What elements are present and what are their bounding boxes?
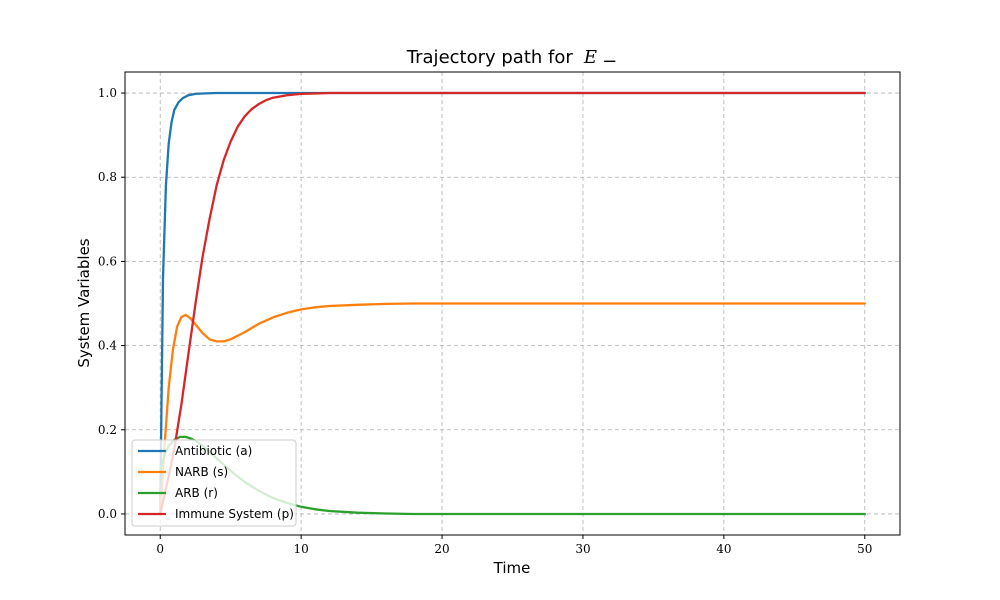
x-axis-label: Time [493,559,531,577]
legend-label-immune-system-p: Immune System (p) [175,507,294,521]
legend-label-antibiotic-a: Antibiotic (a) [175,444,252,458]
x-tick-label: 40 [716,542,731,556]
x-tick-label: 20 [434,542,449,556]
chart-title-math-subscript: − [602,51,617,72]
y-axis-ticks: 0.0 0.2 0.4 0.6 0.8 1.0 [98,86,125,521]
legend: Antibiotic (a) NARB (s) ARB (r) Immune Syst… [131,439,297,527]
x-axis-ticks: 0 10 20 30 40 50 [156,535,872,556]
x-tick-label: 30 [575,542,590,556]
legend-box [131,439,297,527]
y-tick-label: 1.0 [98,86,117,100]
legend-label-narb-s: NARB (s) [175,465,228,479]
y-axis-label: System Variables [75,238,93,367]
legend-label-arb-r: ARB (r) [175,486,218,500]
y-tick-label: 0.0 [98,507,117,521]
plot-frame [124,71,901,536]
y-tick-label: 0.6 [98,254,117,268]
x-tick-label: 0 [156,542,164,556]
chart-title-math: E [583,47,597,68]
chart-title-text: Trajectory path for [406,47,574,68]
chart-title: Trajectory path for E − [406,47,617,72]
series-line-immune-system-p [159,91,866,516]
series-line-narb-s [159,302,866,516]
y-tick-label: 0.4 [98,339,117,353]
y-tick-label: 0.2 [98,423,117,437]
y-tick-label: 0.8 [98,170,117,184]
x-tick-label: 50 [857,542,872,556]
x-tick-label: 10 [293,542,308,556]
